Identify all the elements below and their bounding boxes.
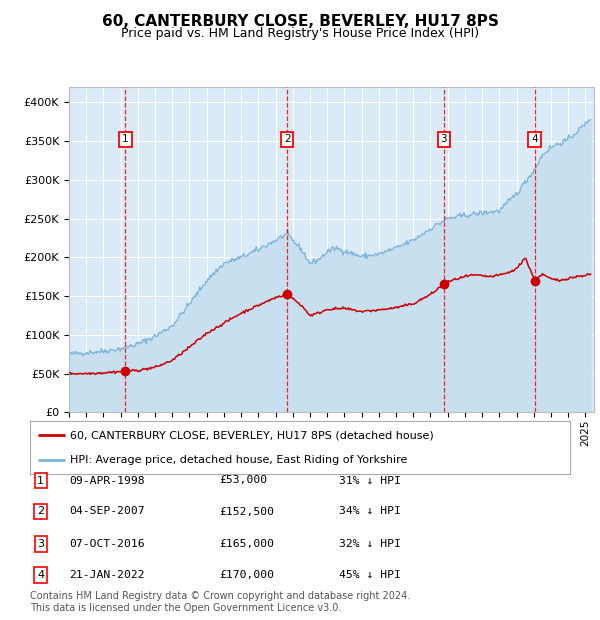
Text: 3: 3	[440, 135, 447, 144]
Text: 1: 1	[122, 135, 128, 144]
Text: 2: 2	[37, 507, 44, 516]
Text: 2: 2	[284, 135, 290, 144]
Text: 34% ↓ HPI: 34% ↓ HPI	[339, 507, 401, 516]
Text: 1: 1	[37, 476, 44, 485]
Text: 60, CANTERBURY CLOSE, BEVERLEY, HU17 8PS: 60, CANTERBURY CLOSE, BEVERLEY, HU17 8PS	[101, 14, 499, 29]
Text: 4: 4	[37, 570, 44, 580]
Text: 04-SEP-2007: 04-SEP-2007	[69, 507, 145, 516]
Text: 60, CANTERBURY CLOSE, BEVERLEY, HU17 8PS (detached house): 60, CANTERBURY CLOSE, BEVERLEY, HU17 8PS…	[71, 430, 434, 440]
Text: 45% ↓ HPI: 45% ↓ HPI	[339, 570, 401, 580]
Text: 31% ↓ HPI: 31% ↓ HPI	[339, 476, 401, 485]
Text: 3: 3	[37, 539, 44, 549]
Text: 07-OCT-2016: 07-OCT-2016	[69, 539, 145, 549]
Text: £165,000: £165,000	[219, 539, 274, 549]
Text: £170,000: £170,000	[219, 570, 274, 580]
Text: 09-APR-1998: 09-APR-1998	[69, 476, 145, 485]
Text: HPI: Average price, detached house, East Riding of Yorkshire: HPI: Average price, detached house, East…	[71, 455, 408, 465]
Text: £53,000: £53,000	[219, 476, 267, 485]
Text: Price paid vs. HM Land Registry's House Price Index (HPI): Price paid vs. HM Land Registry's House …	[121, 27, 479, 40]
Text: 32% ↓ HPI: 32% ↓ HPI	[339, 539, 401, 549]
Text: £152,500: £152,500	[219, 507, 274, 516]
Text: 4: 4	[532, 135, 538, 144]
Text: 21-JAN-2022: 21-JAN-2022	[69, 570, 145, 580]
Text: Contains HM Land Registry data © Crown copyright and database right 2024.
This d: Contains HM Land Registry data © Crown c…	[30, 591, 410, 613]
